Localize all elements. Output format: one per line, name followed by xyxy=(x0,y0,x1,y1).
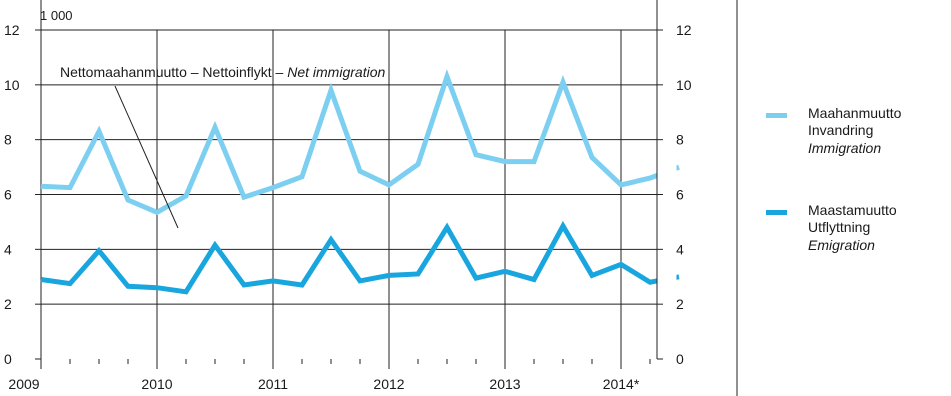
x-tick-label: 2010 xyxy=(141,376,172,392)
legend-label-emigration-en: Emigration xyxy=(808,237,875,253)
legend-label-emigration-fi: Maastamuutto xyxy=(808,202,897,218)
y-tick-label-right: 12 xyxy=(676,22,692,38)
y-tick-label-right: 6 xyxy=(676,187,684,203)
legend-swatch-emigration xyxy=(766,210,787,215)
series-layer xyxy=(40,0,680,360)
series-line-maahanmuutto xyxy=(40,69,680,216)
legend-label-immigration-sv: Invandring xyxy=(808,122,873,138)
x-tick-label: 2014* xyxy=(603,376,640,392)
y-tick-label-left: 4 xyxy=(4,241,12,257)
y-tick-label-left: 12 xyxy=(4,22,20,38)
x-tick-label: 2012 xyxy=(373,376,404,392)
legend-item-immigration: Maahanmuutto Invandring Immigration xyxy=(766,105,902,156)
legend-swatch-immigration xyxy=(766,113,787,118)
right-gutter-mask xyxy=(657,30,677,359)
annotation-text: Nettomaahanmuutto – Nettoinflykt – Net i… xyxy=(60,64,385,80)
legend-label-immigration-en: Immigration xyxy=(808,140,881,156)
x-tick-label: 2013 xyxy=(489,376,520,392)
y-tick-label-right: 8 xyxy=(676,132,684,148)
y-tick-label-right: 10 xyxy=(676,77,692,93)
annotation-text-english: Net immigration xyxy=(287,64,385,80)
y-tick-label-left: 0 xyxy=(4,351,12,367)
legend-label-emigration-sv: Utflyttning xyxy=(808,219,870,235)
series-line-maastamuutto xyxy=(40,220,680,295)
ticks-layer: 0 0 2 2 4 4 6 6 8 8 10 10 12 12 2009 2010 2011 2012 2013 20… xyxy=(4,22,692,392)
y-tick-label-left: 8 xyxy=(4,132,12,148)
series-maastamuutto xyxy=(40,220,680,295)
y-tick-label-right: 2 xyxy=(676,296,684,312)
annotation-text-local: Nettomaahanmuutto – Nettoinflykt – xyxy=(60,64,287,80)
y-tick-label-right: 4 xyxy=(676,241,684,257)
x-tick-label: 2009 xyxy=(8,376,39,392)
legend: Maahanmuutto Invandring Immigration Maas… xyxy=(766,105,902,253)
legend-item-emigration: Maastamuutto Utflyttning Emigration xyxy=(766,202,897,253)
y-tick-label-left: 2 xyxy=(4,296,12,312)
y-unit-label: 1 000 xyxy=(40,8,73,23)
net-immigration-annotation: Nettomaahanmuutto – Nettoinflykt – Net i… xyxy=(60,64,385,229)
x-tick-label: 2011 xyxy=(258,376,288,392)
annotation-leader-line xyxy=(114,85,179,229)
series-maahanmuutto xyxy=(40,69,680,216)
grid-layer xyxy=(41,29,657,359)
y-tick-label-left: 10 xyxy=(4,77,20,93)
y-tick-label-right: 0 xyxy=(676,351,684,367)
legend-label-immigration-fi: Maahanmuutto xyxy=(808,105,902,121)
y-tick-label-left: 6 xyxy=(4,187,12,203)
